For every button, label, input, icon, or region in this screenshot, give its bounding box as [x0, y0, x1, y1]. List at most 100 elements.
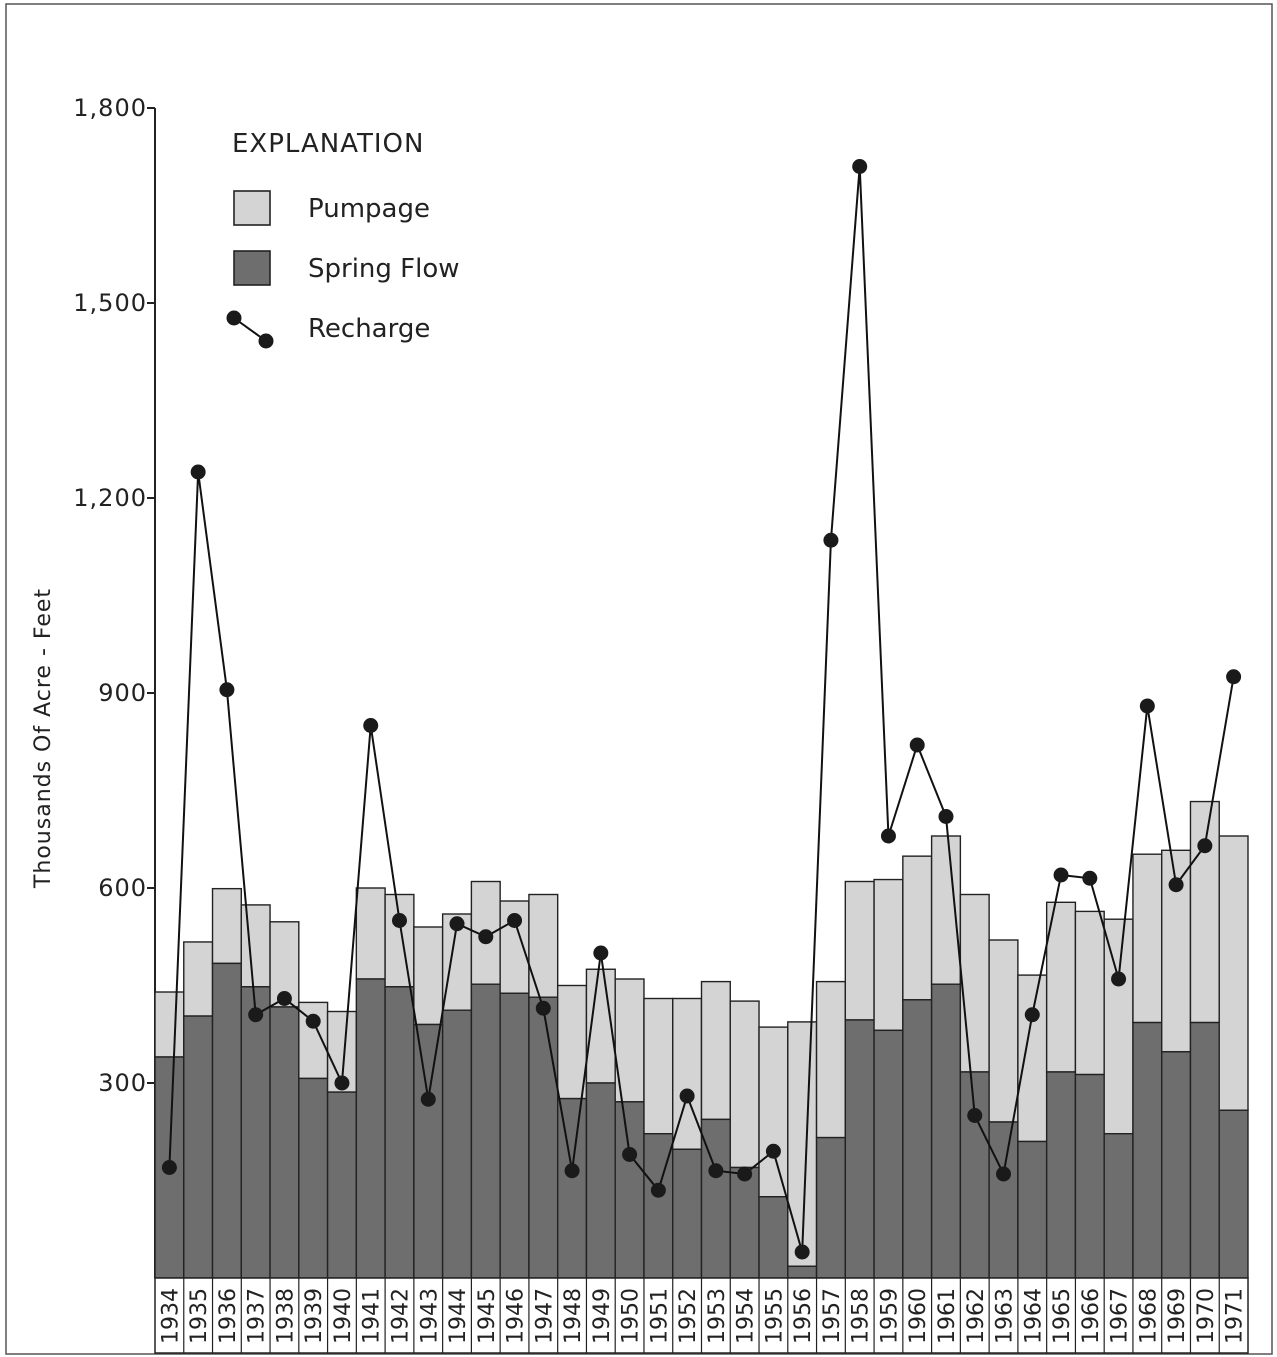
- recharge-point: [363, 718, 379, 733]
- x-tick-label: 1966: [1079, 1288, 1104, 1344]
- x-tick-label: 1942: [388, 1288, 413, 1344]
- recharge-point: [650, 1182, 666, 1198]
- spring-flow-bar: [672, 1148, 703, 1279]
- recharge-point: [1111, 971, 1127, 987]
- pumpage-bar: [211, 887, 242, 965]
- recharge-point: [593, 945, 609, 961]
- legend-dot-icon: [258, 333, 274, 349]
- spring-flow-bar: [1074, 1073, 1105, 1279]
- spring-flow-bar: [815, 1136, 847, 1279]
- x-tick-label: 1938: [273, 1288, 298, 1344]
- y-tick-label: 1,200: [73, 484, 147, 512]
- spring-flow-bar: [729, 1166, 760, 1279]
- x-tick-label: 1961: [935, 1288, 960, 1344]
- recharge-point: [219, 682, 235, 698]
- pumpage-bar: [1189, 800, 1220, 1024]
- spring-flow-bar: [988, 1121, 1019, 1279]
- pumpage-bar: [384, 893, 415, 988]
- spring-flow-bar: [585, 1082, 616, 1279]
- spring-flow-bar: [441, 1009, 473, 1279]
- recharge-point: [276, 991, 292, 1006]
- recharge-line: [168, 166, 1235, 1253]
- pumpage-bar: [413, 926, 444, 1026]
- pumpage-bar: [959, 893, 990, 1073]
- spring-flow-bar: [1189, 1021, 1220, 1279]
- legend-label: Spring Flow: [308, 254, 460, 284]
- spring-flow-bar: [1045, 1071, 1077, 1279]
- pumpage-bar: [988, 939, 1019, 1123]
- x-tick-label: 1971: [1223, 1288, 1248, 1344]
- x-tick-label: 1953: [705, 1288, 730, 1344]
- spring-flow-bar: [902, 999, 933, 1279]
- y-tick-label: 600: [98, 874, 147, 902]
- spring-flow-bar: [499, 992, 530, 1279]
- spring-flow-bar: [614, 1101, 645, 1279]
- x-tick-label: 1968: [1136, 1288, 1161, 1344]
- x-tick-label: 1959: [877, 1288, 902, 1344]
- recharge-point: [909, 737, 925, 753]
- recharge-point: [420, 1091, 436, 1107]
- pumpage-bar: [815, 980, 847, 1139]
- x-tick-label: 1958: [849, 1288, 874, 1344]
- spring-flow-bar: [1218, 1109, 1249, 1279]
- pumpage-bar: [154, 991, 185, 1058]
- pumpage-bar: [643, 997, 674, 1135]
- spring-flow-bar: [873, 1029, 904, 1279]
- x-tick-label: 1941: [360, 1288, 385, 1344]
- x-tick-label: 1969: [1165, 1288, 1190, 1344]
- legend-swatch: [233, 190, 271, 226]
- recharge-point: [391, 913, 407, 928]
- recharge-point: [880, 828, 896, 844]
- pumpage-bar: [930, 835, 962, 985]
- pumpage-bar: [844, 880, 875, 1021]
- recharge-point: [1082, 870, 1098, 886]
- recharge-point: [334, 1075, 350, 1091]
- x-tick-label: 1944: [446, 1288, 471, 1344]
- x-tick-label: 1949: [590, 1288, 615, 1344]
- spring-flow-bar: [326, 1091, 358, 1279]
- recharge-point: [938, 809, 954, 824]
- spring-flow-bar: [355, 978, 386, 1279]
- pumpage-bar: [787, 1021, 818, 1268]
- recharge-point: [852, 159, 868, 174]
- recharge-point: [1139, 698, 1155, 714]
- recharge-point: [708, 1163, 724, 1179]
- x-tick-label: 1940: [331, 1288, 356, 1344]
- recharge-point: [737, 1166, 753, 1182]
- x-tick-label: 1937: [245, 1288, 270, 1344]
- pumpage-bar: [758, 1026, 789, 1198]
- x-tick-label: 1955: [762, 1288, 787, 1344]
- pumpage-bar: [556, 984, 588, 1100]
- spring-flow-bar: [930, 983, 962, 1279]
- recharge-point: [823, 532, 839, 548]
- pumpage-bar: [1132, 853, 1163, 1024]
- spring-flow-bar: [298, 1077, 329, 1279]
- recharge-point: [190, 464, 206, 480]
- x-tick-label: 1945: [475, 1288, 500, 1344]
- recharge-point: [305, 1013, 321, 1029]
- x-tick-label: 1964: [1021, 1288, 1046, 1344]
- x-tick-label: 1957: [820, 1288, 845, 1344]
- spring-flow-bar: [240, 986, 271, 1279]
- x-tick-label: 1960: [906, 1288, 931, 1344]
- spring-flow-bar: [959, 1071, 990, 1279]
- pumpage-bar: [240, 904, 271, 988]
- y-tick-label: 1,500: [73, 289, 147, 317]
- recharge-point: [1024, 1007, 1040, 1023]
- spring-flow-bar: [556, 1097, 588, 1279]
- spring-flow-bar: [1103, 1132, 1134, 1279]
- recharge-point: [1053, 867, 1069, 883]
- x-tick-label: 1936: [216, 1288, 241, 1344]
- pumpage-bar: [700, 980, 731, 1121]
- spring-flow-bar: [470, 983, 501, 1279]
- pumpage-bar: [183, 941, 214, 1017]
- legend-title: EXPLANATION: [232, 129, 424, 159]
- pumpage-bar: [528, 893, 559, 998]
- recharge-point: [507, 913, 523, 928]
- recharge-point: [996, 1166, 1012, 1182]
- legend-swatch: [233, 250, 271, 286]
- spring-flow-bar: [269, 1006, 300, 1279]
- recharge-point: [535, 1000, 551, 1016]
- x-tick-label: 1948: [561, 1288, 586, 1344]
- legend: EXPLANATION Pumpage Spring Flow Recharge: [226, 129, 460, 349]
